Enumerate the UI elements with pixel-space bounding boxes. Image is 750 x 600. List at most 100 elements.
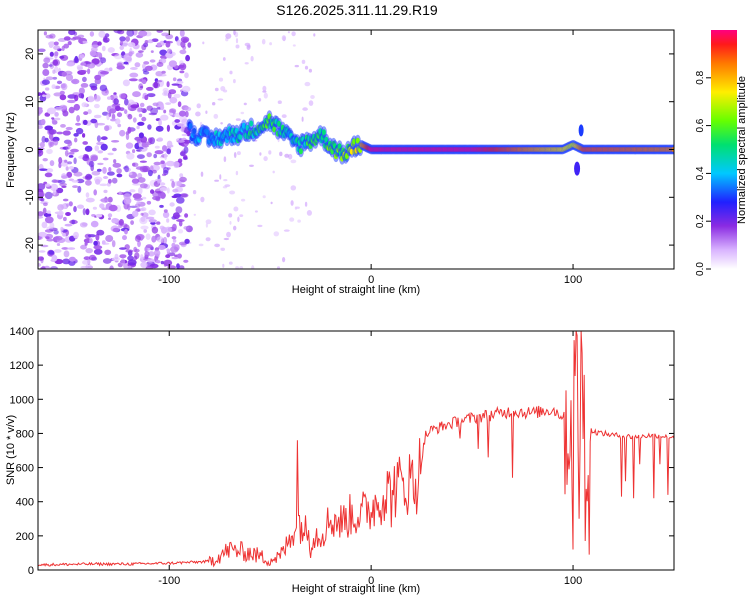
- noise-speckle: [124, 109, 128, 115]
- noise-speckle: [62, 198, 69, 202]
- noise-speckle: [88, 254, 97, 261]
- noise-speckle: [128, 51, 133, 57]
- noise-speckle: [68, 201, 73, 207]
- noise-speckle: [177, 229, 184, 234]
- noise-speckle: [291, 31, 296, 37]
- noise-speckle: [46, 226, 54, 230]
- noise-speckle: [168, 112, 174, 116]
- noise-speckle: [40, 118, 46, 126]
- noise-speckle: [103, 176, 109, 179]
- noise-speckle: [39, 168, 48, 171]
- noise-speckle: [87, 95, 95, 103]
- noise-speckle: [122, 79, 130, 87]
- noise-speckle: [153, 153, 158, 159]
- noise-speckle: [61, 45, 65, 51]
- noise-speckle: [103, 189, 108, 194]
- noise-speckle: [57, 210, 64, 216]
- noise-speckle: [166, 248, 170, 252]
- noise-speckle: [151, 169, 157, 174]
- noise-speckle: [134, 235, 141, 242]
- noise-speckle: [106, 113, 110, 121]
- noise-speckle: [151, 38, 159, 42]
- noise-speckle: [53, 235, 63, 241]
- noise-speckle: [310, 95, 315, 99]
- noise-speckle: [145, 233, 151, 240]
- noise-speckle: [100, 197, 110, 203]
- noise-speckle: [117, 123, 122, 128]
- noise-speckle: [39, 191, 45, 197]
- noise-speckle: [123, 61, 129, 65]
- noise-speckle: [60, 226, 64, 232]
- noise-speckle: [148, 209, 156, 216]
- noise-speckle: [145, 216, 155, 220]
- noise-speckle: [132, 149, 136, 154]
- noise-speckle: [250, 55, 254, 62]
- noise-speckle: [192, 190, 197, 195]
- noise-speckle: [143, 70, 150, 75]
- noise-speckle: [162, 236, 168, 244]
- noise-speckle: [44, 191, 53, 200]
- noise-speckle: [85, 248, 93, 254]
- noise-speckle: [239, 214, 244, 218]
- noise-speckle: [82, 133, 86, 138]
- noise-speckle: [118, 191, 122, 195]
- noise-speckle: [127, 265, 132, 269]
- noise-speckle: [261, 38, 266, 45]
- noise-speckle: [151, 226, 159, 234]
- noise-speckle: [38, 183, 46, 191]
- noise-speckle: [182, 38, 188, 44]
- noise-speckle: [82, 260, 90, 265]
- noise-speckle: [251, 265, 255, 269]
- noise-speckle: [270, 201, 273, 205]
- noise-speckle: [115, 105, 121, 111]
- y-tick-label: 10: [24, 96, 36, 108]
- noise-speckle: [38, 92, 42, 96]
- noise-speckle: [46, 107, 56, 115]
- y-tick-label: 1400: [10, 326, 34, 338]
- y-tick-label: 0: [28, 565, 34, 577]
- noise-speckle: [162, 145, 167, 152]
- noise-speckle: [239, 266, 244, 269]
- noise-speckle: [60, 124, 66, 128]
- noise-speckle: [49, 160, 55, 167]
- noise-speckle: [109, 108, 117, 114]
- noise-speckle: [165, 254, 171, 259]
- noise-speckle: [127, 126, 132, 134]
- noise-speckle: [148, 112, 157, 116]
- noise-speckle: [71, 180, 79, 183]
- noise-speckle: [235, 118, 241, 121]
- noise-speckle: [162, 173, 167, 177]
- noise-speckle: [130, 220, 135, 226]
- noise-speckle: [59, 104, 68, 110]
- noise-speckle: [84, 145, 93, 152]
- noise-speckle: [176, 123, 184, 127]
- noise-speckle: [142, 63, 146, 69]
- noise-speckle: [45, 76, 54, 81]
- noise-speckle: [198, 243, 204, 247]
- noise-speckle: [147, 124, 152, 130]
- noise-speckle: [148, 137, 153, 143]
- noise-speckle: [134, 62, 141, 68]
- noise-speckle: [134, 136, 142, 141]
- noise-speckle: [131, 178, 140, 184]
- noise-speckle: [53, 41, 59, 46]
- noise-speckle: [171, 195, 179, 199]
- noise-speckle: [172, 223, 177, 231]
- noise-speckle: [179, 30, 185, 37]
- noise-speckle: [104, 249, 112, 255]
- noise-speckle: [290, 185, 297, 191]
- ridge-core: [272, 126, 277, 133]
- noise-speckle: [42, 158, 48, 162]
- noise-speckle: [183, 139, 191, 144]
- noise-speckle: [99, 84, 108, 92]
- ridge-core: [238, 133, 243, 140]
- noise-speckle: [76, 178, 85, 184]
- colorbar-tick-label: 0.8: [695, 70, 706, 84]
- noise-speckle: [54, 112, 59, 117]
- y-tick-label: 400: [16, 497, 34, 509]
- noise-speckle: [112, 147, 117, 152]
- noise-speckle: [166, 232, 170, 238]
- noise-speckle: [170, 178, 174, 182]
- noise-speckle: [51, 138, 58, 142]
